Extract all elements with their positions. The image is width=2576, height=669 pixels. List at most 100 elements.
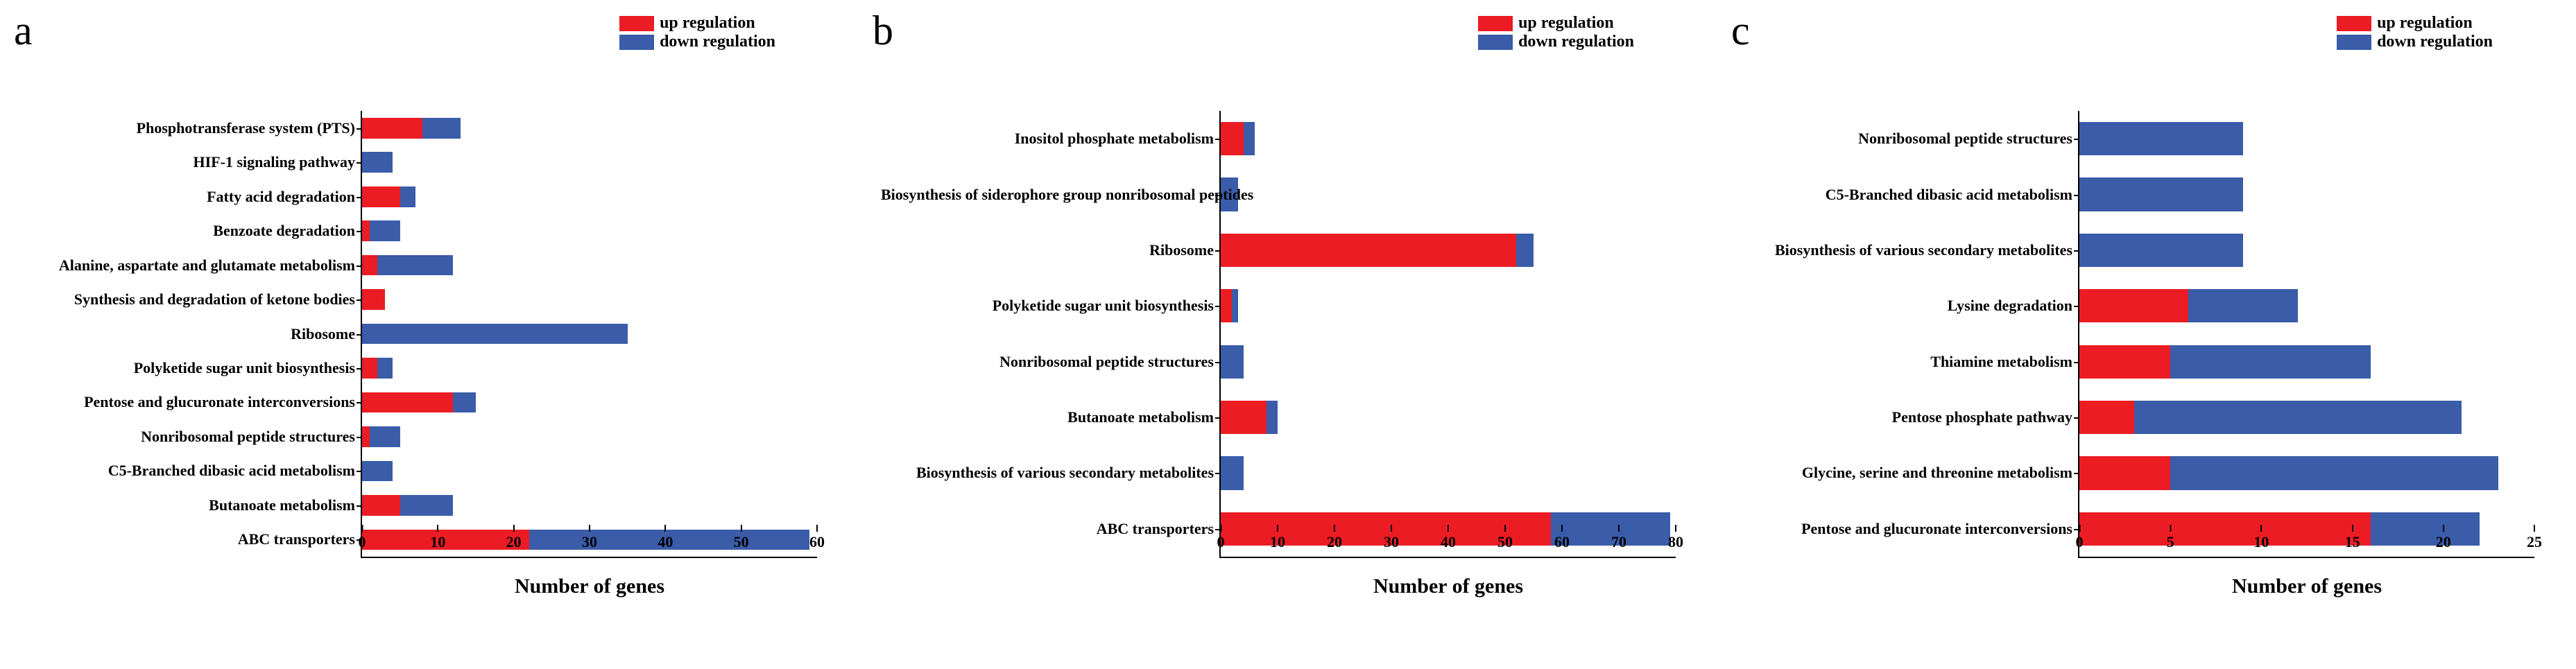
legend-up-label: up regulation	[2377, 14, 2473, 33]
panel-c: cup regulationdown regulationNonribosoma…	[1717, 0, 2576, 669]
legend-swatch-up	[1478, 16, 1513, 31]
bar-down-segment	[2079, 234, 2243, 267]
category-label: Nonribosomal peptide structures	[881, 353, 1214, 371]
x-tick: 10	[2253, 533, 2269, 551]
category-label: Benzoate degradation	[22, 222, 355, 240]
category-label: Nonribosomal peptide structures	[22, 428, 355, 446]
bar-row: Biosynthesis of various secondary metabo…	[1221, 445, 1676, 501]
bar-row: Synthesis and degradation of ketone bodi…	[362, 282, 817, 316]
legend-up-label: up regulation	[1518, 14, 1614, 33]
bar-row: Nonribosomal peptide structures	[362, 419, 817, 453]
y-tick	[2074, 139, 2079, 140]
x-ticks: 01020304050607080	[1221, 533, 1676, 554]
y-tick	[357, 402, 362, 403]
bar-down-segment	[377, 358, 393, 379]
category-label: Thiamine metabolism	[1740, 353, 2072, 371]
y-tick	[357, 299, 362, 301]
bar-down-segment	[2170, 345, 2371, 379]
legend-up: up regulation	[2337, 14, 2493, 33]
category-label: Biosynthesis of various secondary metabo…	[1740, 241, 2072, 259]
y-tick	[357, 162, 362, 164]
x-tick: 10	[1270, 533, 1285, 551]
bar-up-segment	[362, 358, 377, 379]
y-tick	[2074, 473, 2079, 474]
bars: Inositol phosphate metabolismBiosynthesi…	[1221, 111, 1676, 557]
bar-row: Phosphotransferase system (PTS)	[362, 111, 817, 145]
x-tick: 70	[1611, 533, 1626, 551]
bar-up-segment	[2079, 401, 2134, 434]
y-tick	[357, 437, 362, 438]
category-label: Polyketide sugar unit biosynthesis	[22, 359, 355, 377]
bar-down-segment	[370, 426, 400, 447]
bar-down-segment	[1516, 234, 1534, 267]
bar-up-segment	[362, 392, 453, 413]
category-label: HIF-1 signaling pathway	[22, 153, 355, 171]
category-label: Synthesis and degradation of ketone bodi…	[22, 290, 355, 309]
bar-row: Lysine degradation	[2079, 278, 2534, 333]
category-label: Pentose and glucuronate interconversions	[1740, 520, 2072, 538]
bar-row: Thiamine metabolism	[2079, 334, 2534, 390]
bar-row: Polyketide sugar unit biosynthesis	[362, 351, 817, 385]
x-tick: 40	[1441, 533, 1456, 551]
category-label: Alanine, aspartate and glutamate metabol…	[22, 257, 355, 275]
category-label: Fatty acid degradation	[22, 188, 355, 206]
category-label: Butanoate metabolism	[881, 408, 1214, 426]
category-label: C5-Branched dibasic acid metabolism	[22, 462, 355, 480]
x-ticks: 0510152025	[2079, 533, 2534, 554]
x-tick: 25	[2527, 533, 2542, 551]
bar-down-segment	[400, 186, 415, 207]
y-tick	[1215, 362, 1221, 363]
legend-swatch-down	[619, 35, 654, 50]
bar-row: Ribosome	[362, 317, 817, 351]
x-tick: 20	[506, 533, 522, 551]
legend-swatch-up	[619, 16, 654, 31]
legend-up: up regulation	[1478, 14, 1634, 33]
y-tick	[1215, 306, 1221, 307]
x-tick: 0	[359, 533, 366, 551]
category-label: Nonribosomal peptide structures	[1740, 130, 2072, 148]
legend: up regulationdown regulation	[619, 14, 775, 51]
bar-row: Polyketide sugar unit biosynthesis	[1221, 278, 1676, 333]
category-label: Pentose and glucuronate interconversions	[22, 393, 355, 411]
category-label: ABC transporters	[881, 520, 1214, 538]
x-tick: 60	[809, 533, 825, 551]
bar-up-segment	[1221, 122, 1244, 155]
bar-row: Biosynthesis of various secondary metabo…	[2079, 223, 2534, 278]
bar-row: Glycine, serine and threonine metabolism	[2079, 445, 2534, 501]
bar-row: Biosynthesis of siderophore group nonrib…	[1221, 166, 1676, 222]
category-label: Biosynthesis of siderophore group nonrib…	[881, 186, 1214, 204]
legend-swatch-down	[1478, 35, 1513, 50]
bar-up-segment	[362, 118, 422, 139]
x-tick: 80	[1668, 533, 1683, 551]
bar-up-segment	[362, 255, 377, 276]
legend-swatch-down	[2337, 35, 2371, 50]
x-tick: 50	[1497, 533, 1513, 551]
panel-row: aup regulationdown regulationPhosphotran…	[0, 0, 2576, 669]
y-tick	[1215, 417, 1221, 419]
legend: up regulationdown regulation	[1478, 14, 1634, 51]
category-label: ABC transporters	[22, 530, 355, 548]
bar-row: Ribosome	[1221, 223, 1676, 278]
bar-down-segment	[1266, 401, 1278, 434]
bar-down-segment	[2079, 122, 2243, 155]
bar-up-segment	[2079, 345, 2170, 379]
legend-down: down regulation	[2337, 33, 2493, 51]
bar-down-segment	[2079, 177, 2243, 211]
bar-down-segment	[2188, 289, 2297, 322]
bar-row: Alanine, aspartate and glutamate metabol…	[362, 248, 817, 282]
legend-down: down regulation	[619, 33, 775, 51]
bar-row: C5-Branched dibasic acid metabolism	[2079, 166, 2534, 222]
legend-down-label: down regulation	[660, 33, 775, 51]
bar-up-segment	[362, 220, 370, 241]
bar-row: C5-Branched dibasic acid metabolism	[362, 454, 817, 488]
bar-down-segment	[400, 495, 454, 516]
bar-down-segment	[1244, 122, 1255, 155]
legend-down: down regulation	[1478, 33, 1634, 51]
y-tick	[1215, 473, 1221, 474]
x-axis: 0102030405060Number of genes	[362, 533, 817, 598]
bar-up-segment	[362, 289, 385, 310]
category-label: Polyketide sugar unit biosynthesis	[881, 297, 1214, 315]
category-label: Lysine degradation	[1740, 297, 2072, 315]
x-tick: 0	[2076, 533, 2084, 551]
bar-row: Inositol phosphate metabolism	[1221, 111, 1676, 166]
